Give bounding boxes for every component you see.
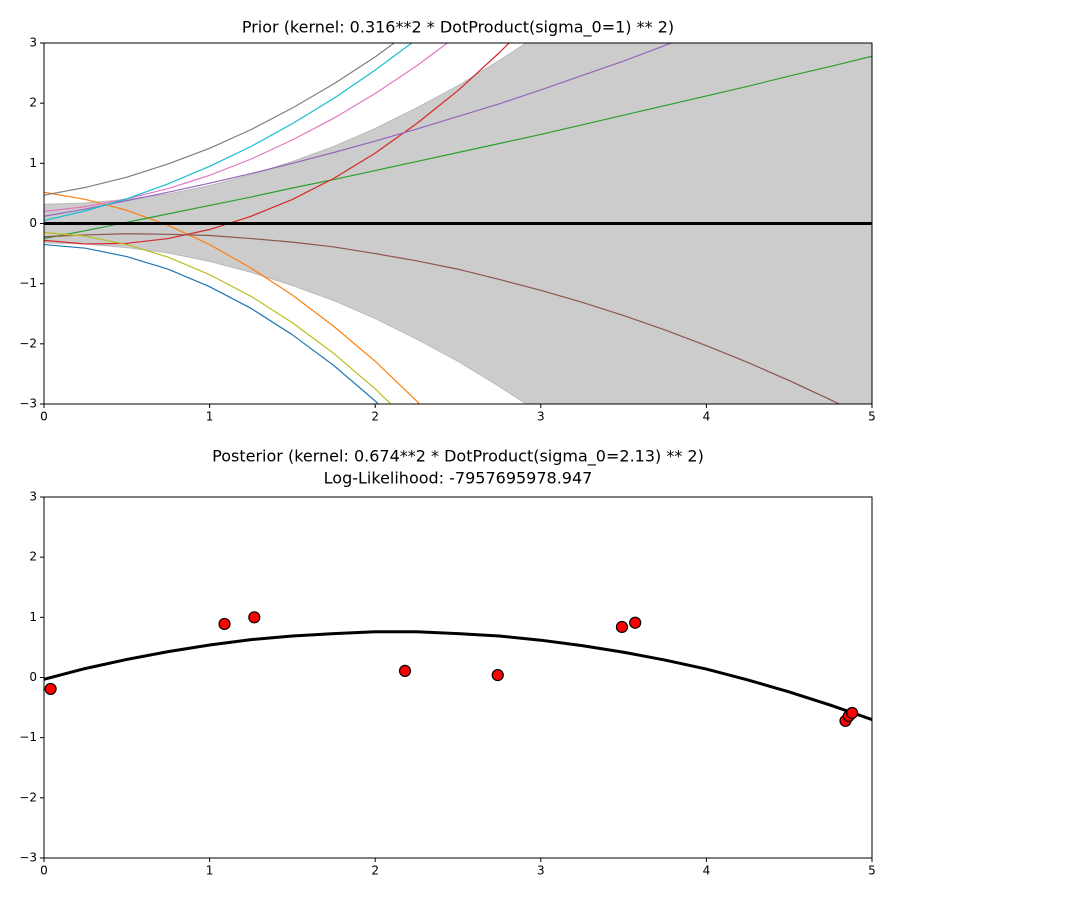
data-point [248,611,261,624]
axes-frame [43,496,873,859]
data-point [846,706,859,720]
line [44,43,449,213]
y-tick-label: −3 [19,851,37,865]
data-point [218,617,231,631]
x-tick-label: 3 [537,864,545,878]
x-tick-label: 2 [371,410,379,424]
data-point [615,620,629,634]
line [44,43,674,217]
confidence-band [44,43,872,404]
line [44,231,392,404]
y-tick-label: 1 [29,156,37,170]
y-tick-label: 0 [29,216,37,230]
data-point [398,664,412,677]
chart-title: Posterior (kernel: 0.674**2 * DotProduct… [212,447,704,467]
x-tick-label: 3 [537,410,545,424]
axes: Posterior (kernel: 0.674**2 * DotProduct… [19,447,876,878]
line [44,55,872,240]
y-tick-label: −2 [19,790,37,804]
plot-area [44,43,872,404]
y-tick-label: −1 [19,276,37,290]
line [44,243,380,404]
fit-line [44,630,872,722]
axes: Prior (kernel: 0.316**2 * DotProduct(sig… [19,18,876,424]
x-tick-label: 0 [40,864,48,878]
y-tick-label: −2 [19,336,37,350]
x-tick-label: 2 [371,864,379,878]
x-tick-label: 1 [206,864,214,878]
line [44,43,396,196]
y-tick-label: 3 [29,36,37,50]
x-tick-label: 5 [868,410,876,424]
line [44,43,413,222]
x-tick-label: 5 [868,864,876,878]
y-tick-label: −3 [19,397,37,411]
data-point [491,668,504,682]
chart-title: Prior (kernel: 0.316**2 * DotProduct(sig… [242,18,674,38]
line [44,43,510,245]
y-tick-label: 3 [29,490,37,504]
y-tick-label: 0 [29,670,37,684]
x-tick-label: 0 [40,410,48,424]
chart-subtitle: Log-Likelihood: -7957695978.947 [324,469,593,488]
y-tick-label: 1 [29,610,37,624]
x-tick-label: 4 [703,864,711,878]
x-tick-label: 1 [206,410,214,424]
data-point [629,616,642,629]
line [44,233,841,404]
y-tick-label: −1 [19,730,37,744]
line [44,191,421,404]
x-tick-label: 4 [703,410,711,424]
y-tick-label: 2 [29,96,37,110]
y-tick-label: 2 [29,550,37,564]
data-point [44,682,57,696]
plot-area [44,611,872,727]
